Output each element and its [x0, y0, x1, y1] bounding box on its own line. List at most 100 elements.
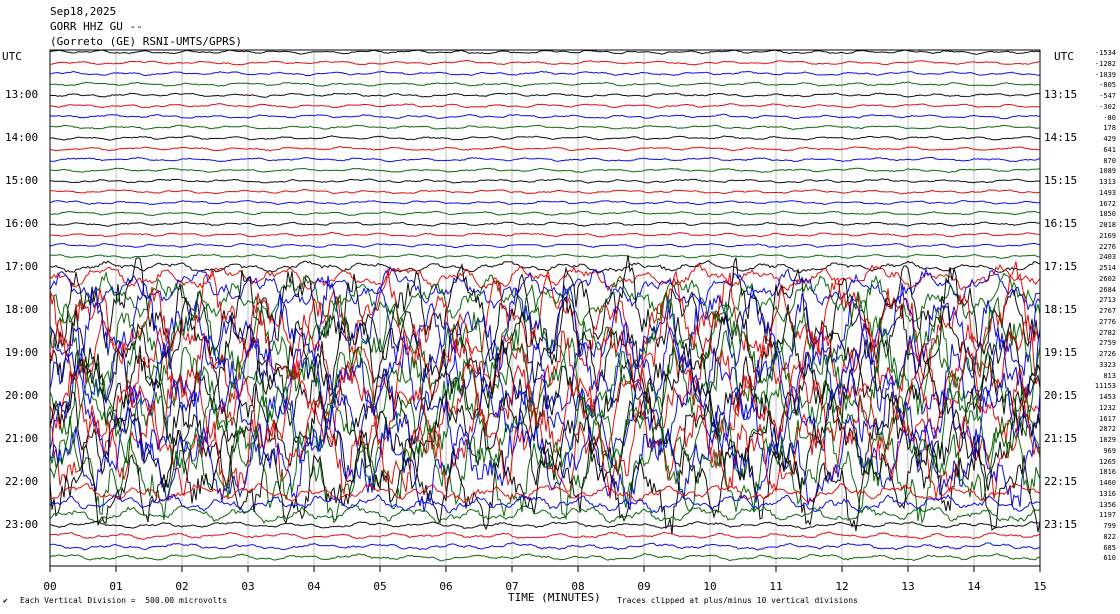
trace-scale-value: 1197	[1099, 511, 1116, 520]
trace-scale-value: 2782	[1099, 328, 1116, 337]
left-hour-label: 15:00	[5, 174, 39, 187]
x-tick-label: 14	[967, 580, 981, 593]
x-tick-label: 11	[769, 580, 783, 593]
trace-line-8	[49, 135, 1041, 141]
trace-scale-value: -1039	[1094, 70, 1116, 79]
x-tick-label: 12	[835, 580, 849, 593]
right-hour-label: 20:15	[1044, 389, 1078, 402]
trace-line-35	[49, 378, 1041, 488]
trace-line-3	[49, 81, 1040, 88]
x-tick-label: 15	[1033, 580, 1047, 593]
trace-line-6	[49, 113, 1041, 120]
trace-scale-value: 1265	[1099, 457, 1116, 466]
trace-scale-value: 2602	[1099, 274, 1116, 283]
trace-scale-value: 1356	[1099, 500, 1116, 509]
trace-line-0	[49, 49, 1041, 55]
trace-scale-value: 969	[1103, 446, 1116, 455]
trace-scale-value: -1534	[1094, 49, 1116, 57]
trace-line-9	[49, 145, 1041, 152]
trace-line-12	[49, 178, 1041, 184]
left-hour-label: 13:00	[5, 88, 39, 101]
trace-scale-value: 429	[1103, 135, 1116, 143]
trace-line-43	[49, 503, 1041, 524]
trace-line-40	[49, 430, 1041, 535]
trace-scale-value: 2776	[1099, 317, 1116, 326]
x-tick-label: 09	[637, 580, 651, 593]
left-hour-label: 16:00	[5, 217, 39, 230]
trace-line-23	[49, 272, 1041, 329]
trace-scale-value: -302	[1099, 102, 1116, 111]
trace-line-36	[49, 383, 1041, 491]
x-tick-label: 13	[901, 580, 915, 593]
trace-scale-value: 685	[1103, 543, 1116, 552]
x-tick-label: 00	[43, 580, 57, 593]
trace-scale-value: 3323	[1099, 360, 1116, 369]
right-utc-label: UTC	[1054, 50, 1074, 63]
right-hour-label: 15:15	[1044, 174, 1078, 187]
plot-frame	[49, 49, 1041, 567]
trace-line-21	[49, 263, 1041, 292]
trace-line-45	[49, 531, 1041, 540]
trace-line-46	[49, 542, 1040, 551]
left-hour-label: 23:00	[5, 518, 39, 531]
trace-scale-value: 1617	[1099, 414, 1116, 423]
trace-line-4	[49, 92, 1040, 98]
x-axis-title: TIME (MINUTES)	[508, 591, 601, 604]
trace-scale-value: 1672	[1099, 199, 1116, 208]
trace-line-5	[49, 103, 1041, 109]
trace-line-47	[49, 553, 1041, 562]
trace-scale-value: 1232	[1099, 403, 1116, 412]
trace-scale-value: 2169	[1099, 231, 1116, 240]
right-hour-label: 14:15	[1044, 131, 1078, 144]
trace-scale-value: 1313	[1099, 178, 1116, 186]
trace-line-26	[49, 275, 1041, 390]
right-hour-label: 18:15	[1044, 303, 1078, 316]
trace-scale-value: 1453	[1099, 393, 1116, 401]
x-tick-label: 01	[109, 580, 123, 593]
right-hour-label: 17:15	[1044, 260, 1078, 273]
footer-clip-note: Traces clipped at plus/minus 10 vertical…	[617, 596, 858, 605]
trace-line-38	[49, 404, 1041, 512]
trace-line-44	[49, 520, 1041, 530]
trace-scale-value: 2276	[1099, 242, 1116, 251]
trace-scale-value: 870	[1103, 156, 1116, 165]
right-hour-label: 23:15	[1044, 518, 1078, 531]
trace-scale-value: 1316	[1099, 489, 1116, 498]
trace-line-19	[49, 253, 1041, 259]
trace-scale-value: 641	[1103, 145, 1116, 154]
trace-scale-value: 813	[1103, 371, 1116, 380]
x-tick-label: 03	[241, 580, 255, 593]
x-tick-label: 05	[373, 580, 387, 593]
x-tick-label: 10	[703, 580, 717, 593]
trace-scale-value: 2767	[1099, 307, 1116, 315]
left-utc-label: UTC	[2, 50, 22, 63]
right-hour-label: 16:15	[1044, 217, 1078, 230]
right-hour-label: 19:15	[1044, 346, 1078, 359]
trace-line-7	[50, 124, 1041, 130]
footer-mark: ✔	[3, 596, 8, 605]
trace-scale-value: 2514	[1099, 264, 1116, 272]
trace-line-1	[50, 59, 1041, 66]
trace-scale-value: -547	[1099, 92, 1116, 100]
left-hour-label: 20:00	[5, 389, 39, 402]
trace-scale-value: 822	[1103, 532, 1116, 541]
trace-scale-value: 1829	[1099, 436, 1116, 444]
left-hour-label: 19:00	[5, 346, 39, 359]
header-date: Sep18,2025	[50, 5, 117, 18]
trace-scale-value: 2403	[1099, 253, 1116, 262]
trace-scale-value: 2713	[1099, 296, 1116, 305]
trace-scale-value: 610	[1103, 554, 1116, 563]
right-hour-label: 21:15	[1044, 432, 1078, 445]
trace-scale-value: 799	[1103, 522, 1116, 530]
trace-scale-value: 11153	[1094, 382, 1116, 391]
left-hour-label: 21:00	[5, 432, 39, 445]
trace-line-15	[49, 210, 1041, 217]
trace-line-41	[49, 482, 1041, 504]
left-hour-label: 14:00	[5, 131, 39, 144]
left-hour-label: 18:00	[5, 303, 39, 316]
trace-scale-value: 2018	[1099, 221, 1116, 229]
trace-line-2	[49, 70, 1041, 77]
header-network: (Gorreto (GE) RSNI-UMTS/GPRS)	[50, 35, 243, 48]
trace-scale-value: 2872	[1099, 425, 1116, 434]
trace-scale-value: 178	[1103, 124, 1116, 133]
